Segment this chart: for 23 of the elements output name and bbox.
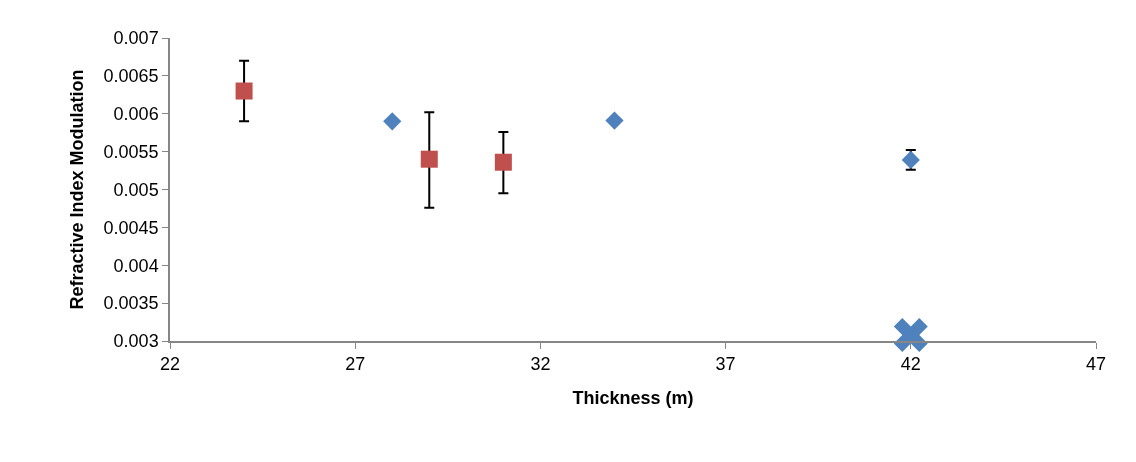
y-tick-label: 0.0045 (103, 217, 159, 238)
y-tick-label: 0.006 (113, 104, 159, 125)
x-tick-label: 22 (159, 354, 181, 375)
x-tick-label: 42 (900, 354, 921, 375)
x-tick-label: 37 (715, 354, 736, 375)
y-tick-label: 0.004 (113, 255, 159, 276)
point (893, 317, 928, 352)
x-tick-label: 27 (345, 354, 366, 375)
x-axis-title: Thickness (m) (572, 387, 694, 408)
y-tick-label: 0.0035 (103, 293, 159, 314)
y-tick-label: 0.007 (113, 28, 159, 49)
x-tick-label: 32 (530, 354, 551, 375)
x-tick-label: 47 (1085, 354, 1107, 375)
point (235, 82, 253, 100)
y-tick-label: 0.003 (113, 331, 159, 352)
point (605, 111, 624, 130)
y-tick-label: 0.005 (113, 179, 159, 200)
point (383, 112, 402, 131)
y-tick-label: 0.0055 (103, 141, 159, 162)
y-tick-label: 0.0065 (103, 66, 159, 87)
y-axis-title: Refractive Index Modulation (67, 69, 88, 310)
point (420, 150, 438, 168)
point (494, 153, 512, 171)
